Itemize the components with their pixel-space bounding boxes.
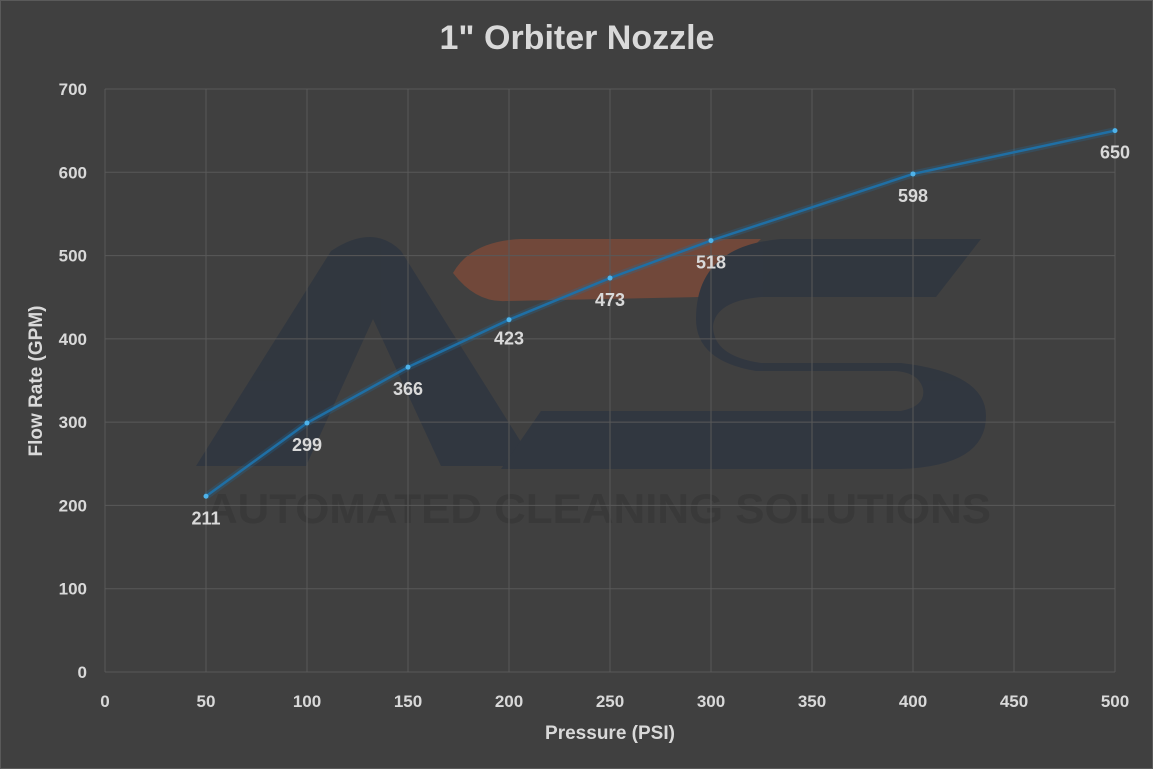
data-point [506,317,512,323]
data-label: 518 [696,253,726,273]
data-label: 598 [898,186,928,206]
y-tick-label: 300 [59,413,87,432]
data-point [607,275,613,281]
y-tick-label: 200 [59,496,87,515]
data-label: 211 [191,508,220,528]
y-tick-label: 0 [78,663,87,682]
x-tick-label: 50 [197,692,216,711]
x-tick-label: 250 [596,692,624,711]
y-tick-label: 700 [59,80,87,99]
y-axis-label: Flow Rate (GPM) [26,306,47,457]
acs-watermark-logo: AUTOMATED CLEANING SOLUTIONS [196,237,991,532]
y-tick-label: 400 [59,330,87,349]
data-point [304,420,310,426]
data-point [203,493,209,499]
watermark-accent-swoosh [453,239,761,302]
x-tick-label: 150 [394,692,422,711]
x-tick-label: 200 [495,692,523,711]
data-labels: 211 299 366 423 473 518 598 650 [191,143,1130,529]
chart-title: 1" Orbiter Nozzle [440,19,715,57]
data-label: 299 [292,435,322,455]
gridlines [104,88,1116,673]
data-point [910,171,916,177]
data-label: 423 [494,329,524,349]
data-point [1112,128,1118,134]
x-tick-label: 450 [1000,692,1028,711]
data-point [405,364,411,370]
watermark-letter-s [501,239,986,469]
series-line-path [205,129,1116,498]
x-tick-label: 0 [100,692,109,711]
data-label: 650 [1100,143,1130,163]
data-label: 473 [595,290,625,310]
data-point [708,238,714,244]
data-label: 366 [393,379,423,399]
watermark-text: AUTOMATED CLEANING SOLUTIONS [206,485,991,532]
y-tick-label: 600 [59,163,87,182]
x-tick-label: 350 [798,692,826,711]
y-tick-label: 100 [59,580,87,599]
series-line [203,127,1118,500]
axes: 0 50 100 150 200 250 300 350 400 450 500 0 100 200 300… [59,80,1130,711]
y-tick-label: 500 [59,247,87,266]
watermark-letter-a [196,237,536,466]
x-tick-label: 300 [697,692,725,711]
x-axis-label: Pressure (PSI) [545,723,675,744]
x-tick-label: 100 [293,692,321,711]
x-tick-label: 500 [1101,692,1129,711]
x-tick-label: 400 [899,692,927,711]
